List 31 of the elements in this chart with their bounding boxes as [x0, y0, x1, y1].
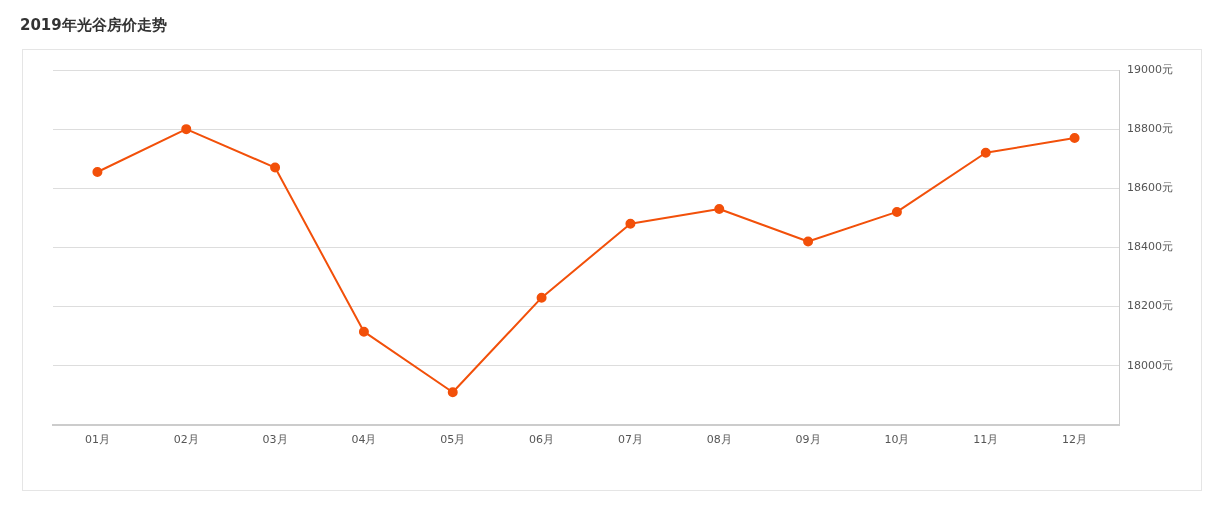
point: [891, 206, 902, 217]
x-tick-label: 07月: [617, 433, 643, 447]
point: [625, 218, 636, 229]
y-tick-label: 18600元: [1127, 181, 1174, 195]
point: [92, 167, 103, 178]
x-tick-label: 05月: [440, 433, 466, 447]
point: [181, 124, 192, 135]
x-tick-label: 09月: [795, 433, 821, 447]
y-tick-label: 18400元: [1127, 240, 1174, 254]
x-tick-label: 12月: [1062, 433, 1088, 447]
x-tick-label: 11月: [973, 433, 999, 447]
chart-title: 2019年光谷房价走势: [20, 16, 168, 35]
point: [536, 292, 547, 303]
point: [447, 387, 458, 398]
y-tick-label: 19000元: [1127, 62, 1174, 76]
point: [270, 162, 281, 173]
x-tick-label: 08月: [706, 433, 732, 447]
y-tick-label: 18200元: [1127, 299, 1174, 313]
point: [358, 326, 369, 337]
x-tick-label: 02月: [173, 433, 199, 447]
point: [980, 147, 991, 158]
x-tick-label: 06月: [529, 433, 555, 447]
y-tick-label: 18000元: [1127, 358, 1174, 372]
x-tick-label: 10月: [884, 433, 910, 447]
x-tick-label: 03月: [262, 433, 288, 447]
x-tick-label: 04月: [351, 433, 377, 447]
point: [1069, 133, 1080, 143]
point: [803, 236, 814, 247]
point: [714, 203, 725, 214]
y-tick-label: 18800元: [1127, 121, 1174, 135]
x-tick-label: 01月: [84, 433, 110, 447]
